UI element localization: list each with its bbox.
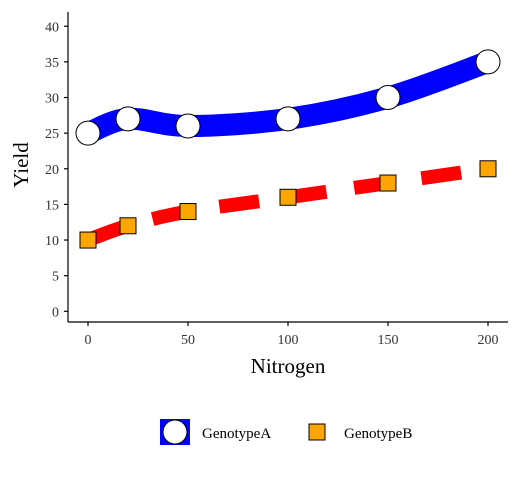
x-tick-label: 50 — [181, 333, 195, 348]
legend-key-genotypea — [160, 419, 190, 445]
y-tick-label: 10 — [45, 234, 59, 249]
y-tick-label: 0 — [52, 305, 59, 320]
series-lines — [83, 51, 492, 247]
x-tick-label: 0 — [85, 333, 92, 348]
series-markers — [75, 49, 501, 249]
legend-label-genotypea: GenotypeA — [202, 426, 271, 442]
x-tick-label: 200 — [478, 333, 499, 348]
point-genotypeb — [479, 160, 497, 178]
y-axis-title: Yield — [9, 142, 33, 188]
point-genotypea — [115, 106, 141, 132]
y-tick-label: 40 — [45, 20, 59, 35]
point-genotypeb — [119, 217, 137, 235]
point-genotypeb — [79, 231, 97, 249]
tick-labels: 0 5 10 15 20 25 30 35 40 0 50 100 150 200 — [45, 20, 499, 348]
point-genotypeb — [379, 174, 397, 192]
y-tick-label: 35 — [45, 56, 59, 71]
y-tick-label: 30 — [45, 92, 59, 107]
point-genotypea — [375, 85, 401, 111]
axes — [67, 12, 508, 323]
legend: GenotypeA GenotypeB — [160, 419, 412, 445]
y-tick-label: 25 — [45, 127, 59, 142]
x-axis-title: Nitrogen — [251, 354, 326, 378]
x-tick-label: 100 — [278, 333, 299, 348]
point-genotypeb — [179, 203, 197, 221]
y-tick-label: 20 — [45, 163, 59, 178]
y-tick-label: 15 — [45, 198, 59, 213]
legend-label-genotypeb: GenotypeB — [344, 426, 412, 442]
x-tick-label: 150 — [378, 333, 399, 348]
y-tick-label: 5 — [52, 270, 59, 285]
point-genotypea — [75, 120, 101, 146]
point-genotypeb — [279, 188, 297, 206]
point-genotypea — [175, 113, 201, 139]
legend-key-genotypeb — [308, 423, 326, 441]
point-genotypea — [275, 106, 301, 132]
point-genotypea — [475, 49, 501, 75]
